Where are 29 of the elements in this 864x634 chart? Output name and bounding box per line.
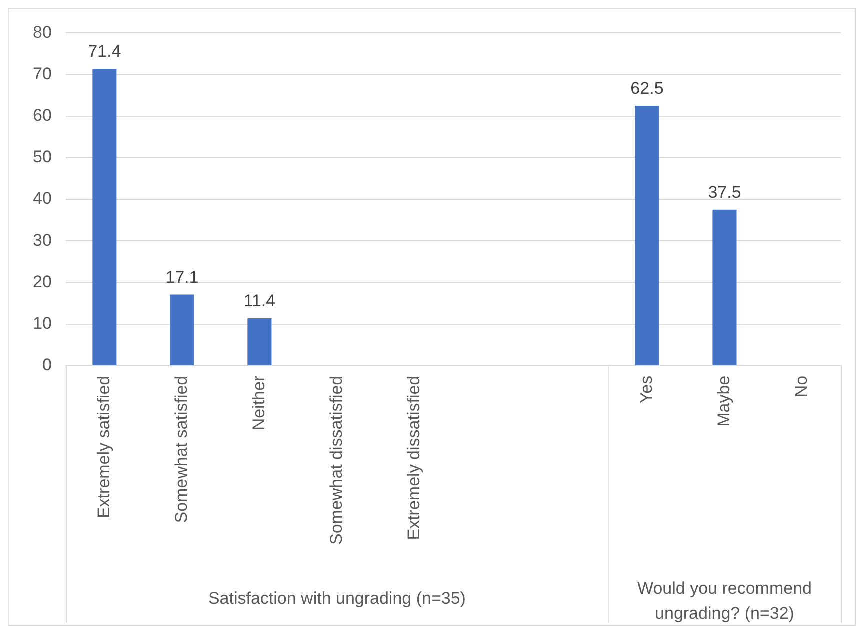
y-tick-label: 0 (42, 356, 52, 375)
y-tick-label: 10 (32, 314, 52, 333)
y-tick-label: 80 (32, 22, 52, 42)
data-label: 71.4 (88, 42, 122, 62)
y-tick-label: 70 (32, 64, 52, 84)
text: Would you recommend ungrading? (n=32) (637, 579, 812, 623)
y-tick-label: 60 (32, 106, 52, 126)
x-tick-label: Somewhat satisfied (172, 376, 191, 524)
text: Satisfaction with ungrading (n=35) (208, 589, 466, 608)
data-label: 37.5 (708, 183, 742, 202)
data-label: 62.5 (630, 79, 664, 98)
y-tick-label: 50 (32, 148, 52, 167)
x-tick-label: Yes (636, 376, 656, 404)
bar (170, 294, 194, 366)
data-label: 11.4 (244, 292, 276, 311)
x-tick-label: Neither (249, 376, 268, 431)
bar (712, 210, 737, 366)
bar (92, 68, 117, 366)
x-tick-label: Somewhat dissatisfied (326, 376, 346, 546)
x-tick-label: Extremely dissatisfied (404, 376, 424, 540)
bar (635, 106, 660, 366)
x-tick-label: Maybe (714, 376, 734, 427)
x-tick-label: Extremely satisfied (94, 376, 114, 519)
y-tick-label: 20 (32, 272, 52, 292)
data-label: 17.1 (166, 268, 199, 287)
y-tick-label: 30 (32, 230, 52, 250)
x-tick-label: No (792, 376, 811, 398)
y-tick-label: 40 (32, 189, 52, 208)
bar (248, 318, 272, 366)
